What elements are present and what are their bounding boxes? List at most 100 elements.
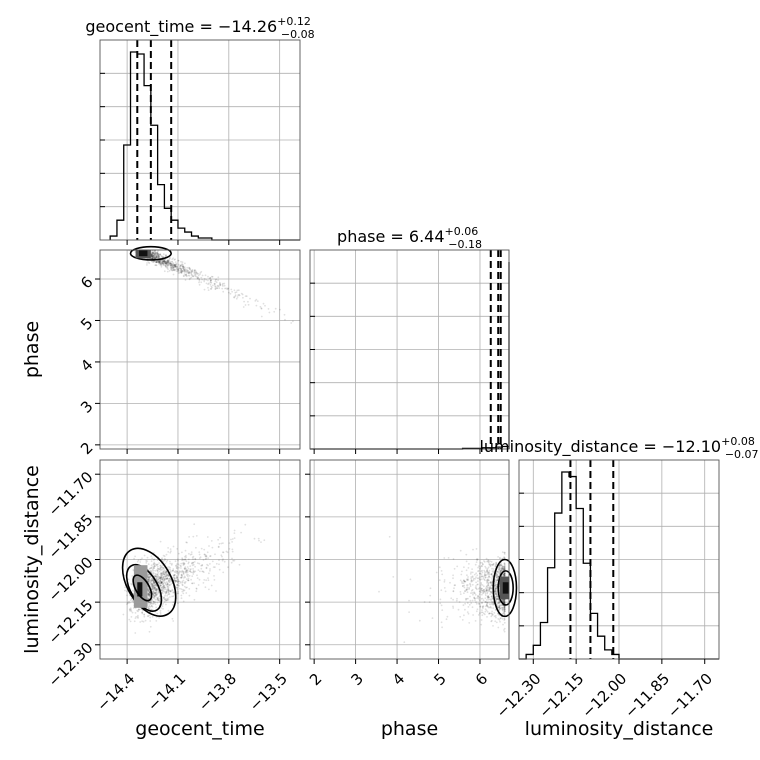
density-point	[188, 266, 190, 269]
density-point	[200, 567, 203, 570]
density-point	[166, 577, 169, 579]
density-point	[184, 262, 186, 265]
density-point	[503, 573, 505, 576]
density-point	[155, 587, 158, 590]
density-point	[468, 622, 471, 624]
density-point	[199, 272, 202, 274]
density-point	[152, 581, 155, 584]
density-point	[177, 582, 180, 585]
density-point	[490, 606, 493, 609]
density-point	[153, 588, 156, 591]
density-point	[148, 579, 151, 582]
density-point	[170, 263, 173, 266]
density-point	[489, 605, 492, 608]
density-point	[154, 595, 156, 598]
density-point	[190, 270, 192, 272]
density-point	[185, 556, 188, 559]
density-point	[168, 261, 170, 263]
density-point	[158, 256, 161, 258]
density-point	[182, 266, 185, 268]
density-point	[194, 557, 197, 560]
density-point	[181, 584, 184, 587]
density-point	[153, 257, 155, 259]
density-point	[471, 583, 474, 586]
density-point	[151, 603, 154, 605]
density-point	[499, 563, 502, 566]
density-point	[392, 576, 395, 578]
density-point	[122, 613, 125, 616]
density-point	[479, 561, 482, 564]
density-point	[500, 604, 502, 606]
density-point	[148, 593, 151, 596]
density-point	[476, 597, 478, 599]
density-point	[177, 581, 179, 584]
density-point	[164, 576, 167, 578]
density-point	[501, 567, 503, 570]
density-point	[208, 588, 210, 591]
density-point	[236, 296, 239, 298]
density-point	[160, 581, 163, 584]
density-point	[148, 604, 151, 607]
density-point	[171, 589, 174, 592]
density-point	[203, 579, 206, 581]
density-point	[463, 584, 466, 587]
density-point	[476, 574, 479, 577]
density-point	[464, 608, 466, 611]
density-point	[503, 613, 506, 616]
density-point	[490, 595, 493, 598]
density-point	[209, 283, 212, 286]
density-point	[244, 295, 247, 297]
density-point	[456, 565, 459, 568]
density-point	[152, 580, 155, 583]
y-tick-label: 5	[77, 314, 96, 333]
density-point	[189, 268, 191, 271]
density-point	[155, 261, 158, 263]
density-point	[151, 254, 153, 256]
y-tick-label: 4	[77, 356, 96, 375]
density-point	[150, 254, 153, 256]
density-point	[166, 263, 169, 266]
density-point	[166, 599, 169, 601]
density-point	[152, 594, 155, 597]
density-point	[186, 566, 189, 568]
density-point	[150, 582, 153, 585]
density-point	[487, 584, 490, 587]
density-point	[254, 300, 257, 302]
density-point	[258, 539, 260, 542]
density-point	[150, 257, 153, 260]
density-point	[490, 573, 493, 575]
density-point	[165, 263, 167, 265]
density-point	[172, 273, 175, 276]
density-point	[491, 563, 494, 566]
density-point	[163, 270, 166, 273]
density-point	[503, 573, 506, 576]
density-point	[176, 576, 179, 579]
density-point	[487, 573, 490, 575]
density-point	[148, 574, 151, 576]
density-point	[153, 257, 156, 260]
density-point	[185, 574, 188, 576]
density-point	[126, 590, 128, 593]
density-point	[186, 586, 188, 589]
density-point	[182, 559, 185, 561]
density-point	[156, 252, 158, 255]
density-point	[177, 572, 180, 574]
density-point	[152, 571, 155, 574]
density-point	[502, 610, 504, 612]
density-point	[134, 555, 137, 558]
density-point	[503, 562, 506, 564]
density-point	[159, 582, 162, 585]
density-point	[475, 558, 478, 561]
density-point	[161, 572, 164, 575]
density-point	[175, 265, 178, 268]
density-point	[255, 298, 258, 301]
density-point	[175, 565, 177, 567]
density-point	[157, 254, 160, 257]
density-point	[167, 568, 170, 570]
density-point	[159, 580, 162, 583]
density-point	[171, 595, 173, 598]
density-point	[459, 579, 462, 582]
density-point	[486, 578, 489, 581]
density-point	[168, 583, 171, 586]
density-point	[169, 578, 172, 580]
